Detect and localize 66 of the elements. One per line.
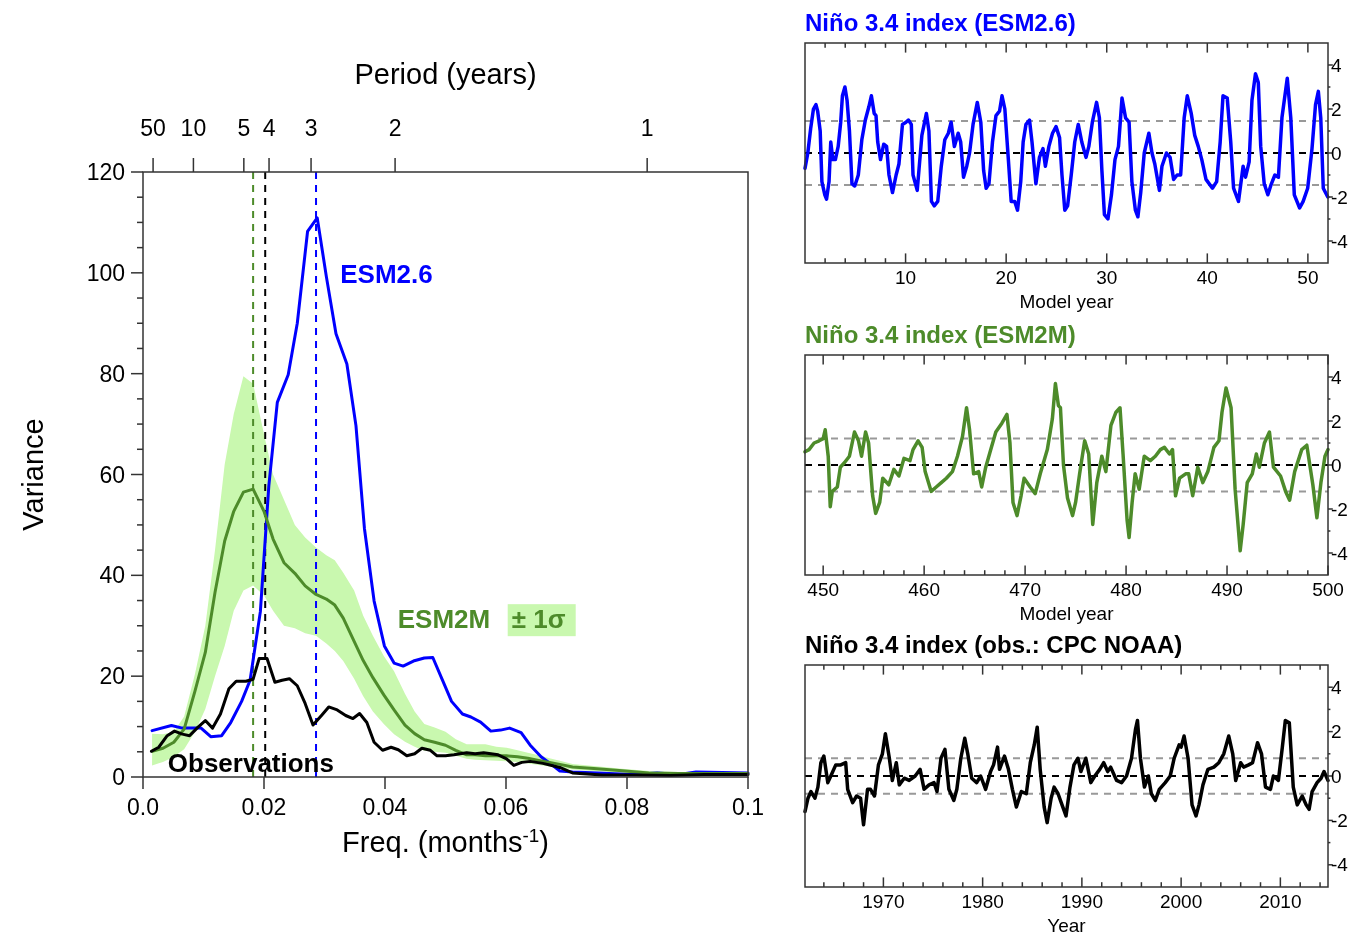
x-tick-label: 1990 xyxy=(1060,891,1104,913)
x-tick-label: 2010 xyxy=(1259,891,1302,913)
x-tick-label: 10 xyxy=(895,267,917,289)
x-tick-label: 450 xyxy=(807,579,840,601)
y-tick-label: 2 xyxy=(1331,721,1342,743)
x-tick-label: 470 xyxy=(1009,579,1041,601)
x-tick-label: 0.1 xyxy=(732,794,764,821)
x-axis-title: Year xyxy=(1047,914,1087,936)
x-tick-label: 2000 xyxy=(1159,891,1203,913)
y-tick-label: 0 xyxy=(112,764,125,791)
x-tick-label: 1970 xyxy=(862,891,905,913)
y-tick-label: -4 xyxy=(1331,230,1349,252)
line-series xyxy=(803,718,1330,827)
line-series xyxy=(803,381,1330,553)
y-axis-title: Variance xyxy=(17,418,49,531)
y-tick-label: 4 xyxy=(1331,366,1342,388)
y-tick-label: -2 xyxy=(1331,498,1348,520)
text: 2 xyxy=(388,115,402,141)
x-tick-label: 0.02 xyxy=(241,794,287,821)
y-tick-label: 0 xyxy=(1331,454,1342,476)
x-tick-label: 1980 xyxy=(961,891,1004,913)
x-tick-label: 490 xyxy=(1211,579,1243,601)
annotation: ± 1σ xyxy=(511,604,566,635)
y-tick-label: 2 xyxy=(1331,410,1342,432)
x-tick-label: 30 xyxy=(1096,267,1118,289)
y-tick-label: 4 xyxy=(1331,54,1342,76)
y-tick-label: -4 xyxy=(1331,542,1349,564)
text: 4 xyxy=(262,115,276,141)
x-tick-label: 0.0 xyxy=(127,794,159,821)
y-tick-label: 120 xyxy=(86,159,125,186)
x-axis-title: Model year xyxy=(1019,290,1115,312)
x-axis-title: Model year xyxy=(1019,602,1115,624)
text: 50 xyxy=(140,115,166,141)
text: 3 xyxy=(304,115,318,141)
y-tick-label: -2 xyxy=(1331,810,1348,832)
y-tick-label: 60 xyxy=(99,461,125,488)
text: 10 xyxy=(180,115,207,141)
x-tick-label: 0.06 xyxy=(483,794,529,821)
x-tick-label: 40 xyxy=(1196,267,1218,289)
x-tick-label: 460 xyxy=(908,579,940,601)
chart-title: Niño 3.4 index (ESM2M) xyxy=(805,321,1076,348)
series-label: Observations xyxy=(167,748,334,779)
x-tick-label: 0.08 xyxy=(604,794,650,821)
text: 1 xyxy=(640,115,654,141)
x-axis-title: Freq. (months$^{-1}$) xyxy=(342,824,549,858)
x2-axis-title: Period (years) xyxy=(354,58,537,90)
y-tick-label: 20 xyxy=(99,663,125,690)
line-series xyxy=(803,72,1330,221)
x-tick-label: 50 xyxy=(1297,267,1319,289)
x-tick-label: 0.04 xyxy=(362,794,408,821)
x-tick-label: 480 xyxy=(1110,579,1142,601)
y-tick-label: -2 xyxy=(1331,186,1348,208)
x-tick-label: 500 xyxy=(1312,579,1344,601)
y-tick-label: 0 xyxy=(1331,142,1342,164)
series-label: ESM2.6 xyxy=(340,258,433,289)
y-tick-label: -4 xyxy=(1331,854,1349,876)
y-tick-label: 4 xyxy=(1331,676,1342,698)
chart-title: Niño 3.4 index (ESM2.6) xyxy=(805,9,1076,36)
chart-title: Niño 3.4 index (obs.: CPC NOAA) xyxy=(805,631,1183,658)
series-label: ESM2M xyxy=(397,604,491,635)
y-tick-label: 0 xyxy=(1331,765,1342,787)
y-tick-label: 100 xyxy=(86,259,125,286)
x-tick-label: 20 xyxy=(995,267,1017,289)
y-tick-label: 80 xyxy=(99,360,125,387)
y-tick-label: 2 xyxy=(1331,98,1342,120)
text: 5 xyxy=(237,115,251,141)
